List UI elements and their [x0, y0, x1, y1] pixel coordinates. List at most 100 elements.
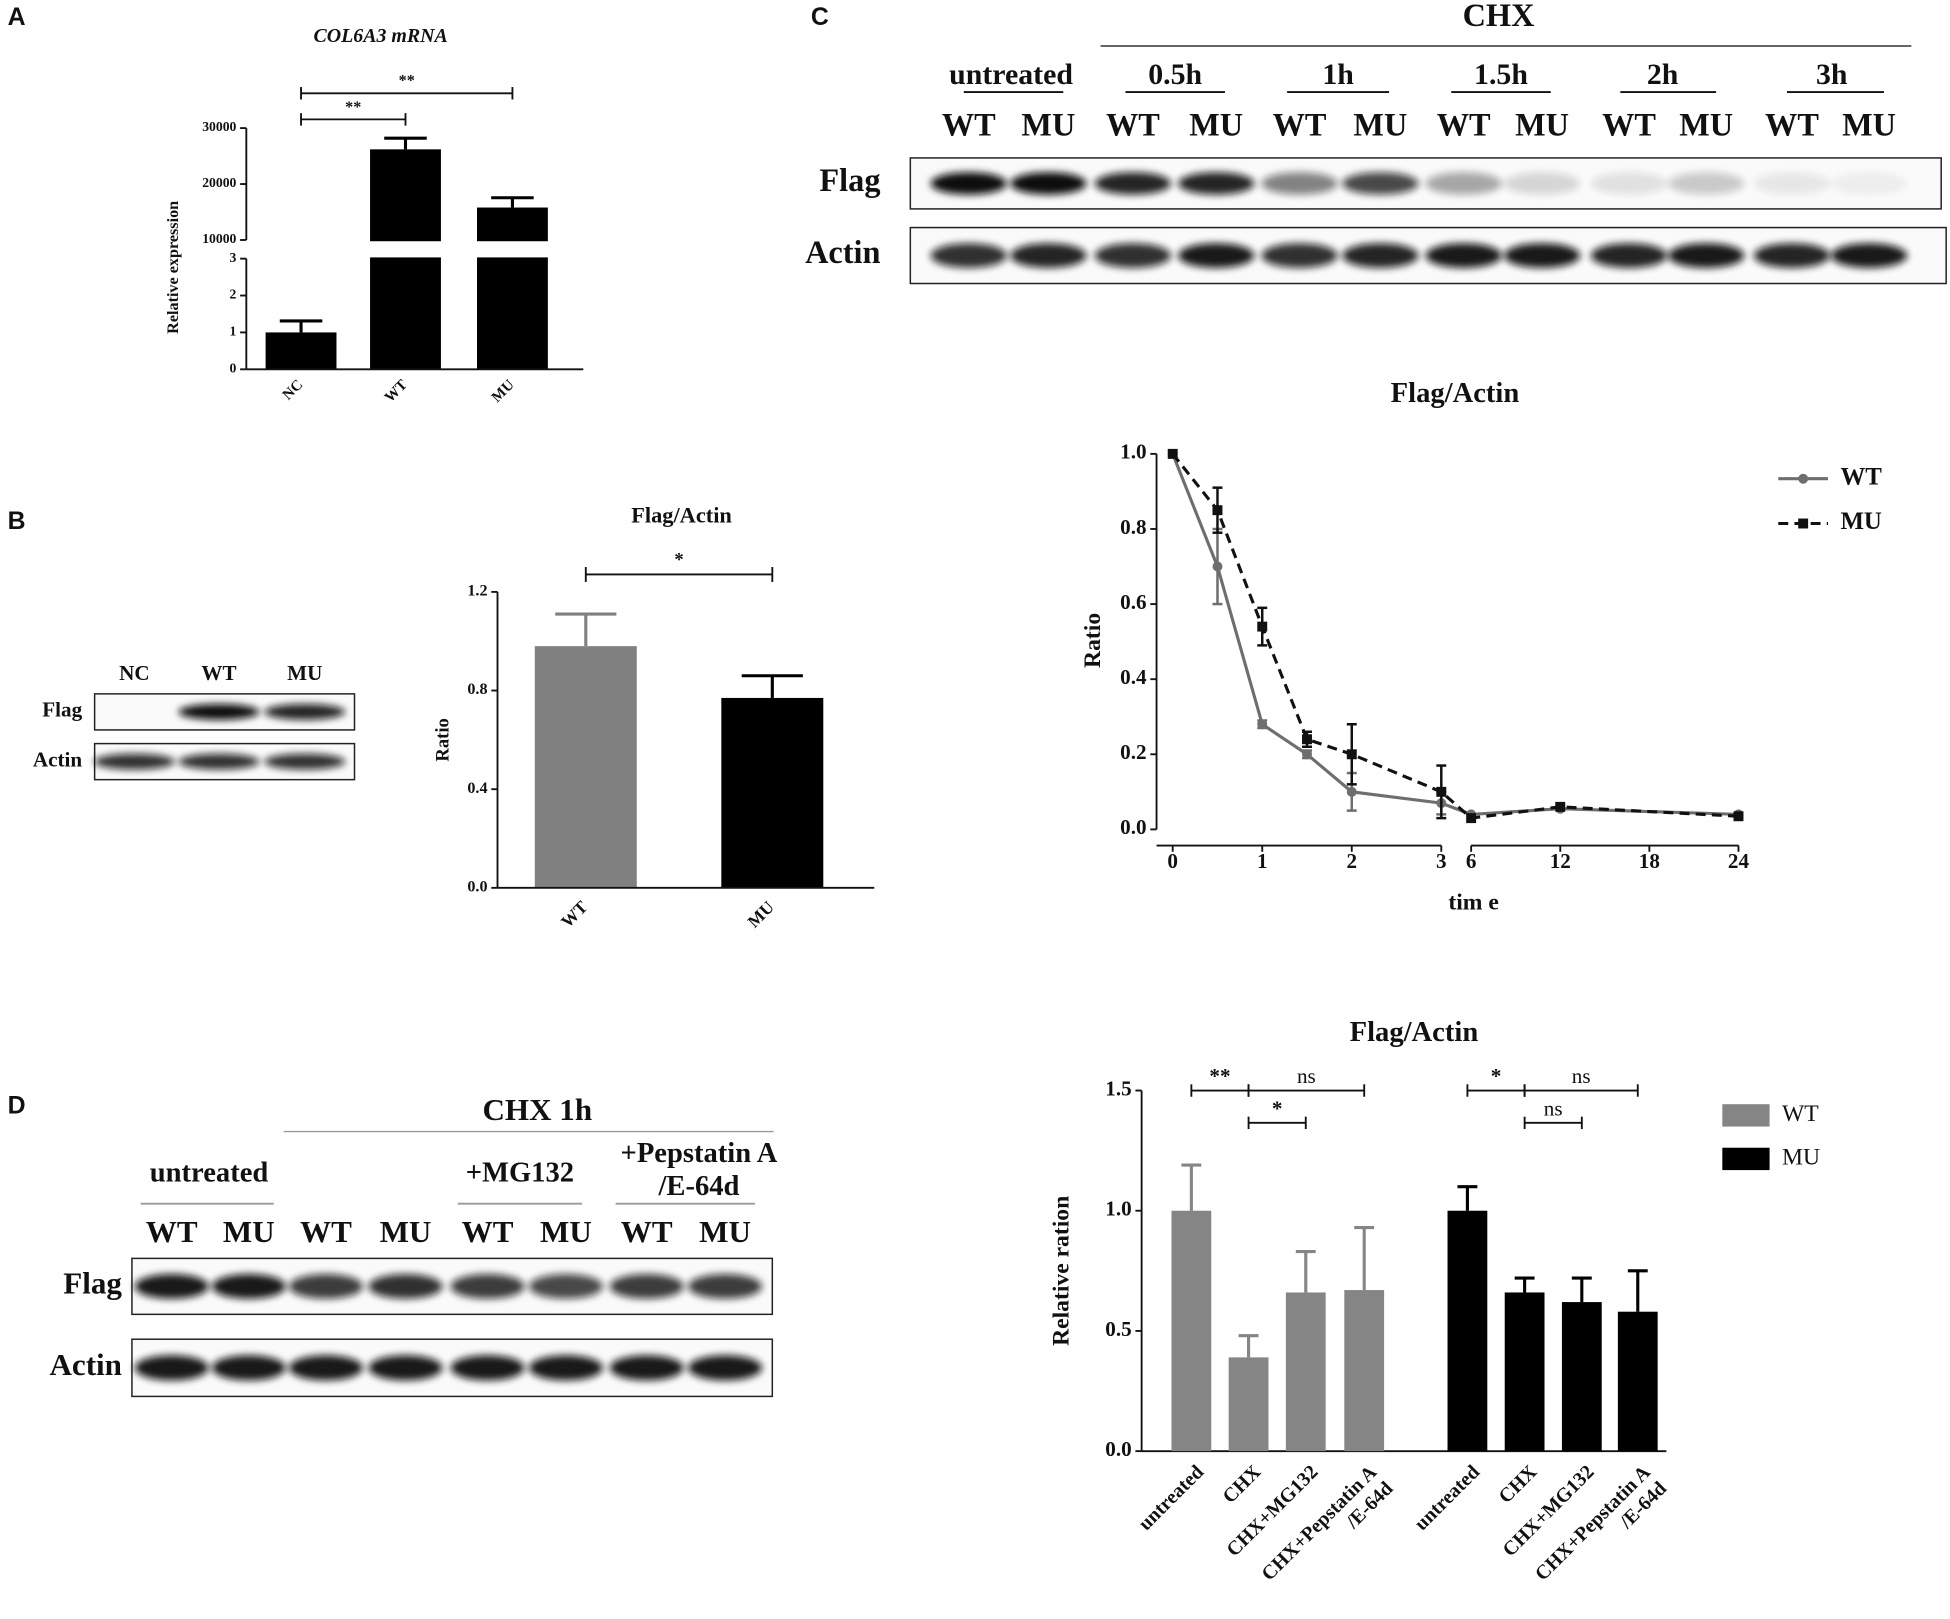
blot-band [688, 1274, 763, 1299]
y-tick-label: 0.0 [1105, 1437, 1131, 1461]
bar [534, 646, 637, 888]
y-tick-label: 20000 [202, 175, 236, 190]
y-tick-label: 1.5 [1105, 1076, 1131, 1100]
chart-title: Flag/Actin [1350, 1017, 1479, 1048]
x-tick-label: CHX+Pepstatin A/E-64d [1257, 1461, 1398, 1602]
bar [370, 149, 441, 370]
lane-label: NC [119, 661, 150, 685]
panel-label: B [8, 507, 26, 535]
group-label: +Pepstatin A/E-64d [621, 1138, 778, 1202]
y-tick-label: 0.8 [467, 681, 487, 698]
blot-band [288, 1355, 363, 1381]
x-tick-label: NC [280, 377, 307, 404]
point [1257, 719, 1268, 730]
group-label: +MG132 [466, 1158, 574, 1189]
lane-label: MU [1021, 106, 1075, 142]
significance-label: ** [399, 73, 415, 90]
blot-band [368, 1274, 443, 1299]
point [1466, 813, 1477, 824]
significance-label: * [1491, 1064, 1502, 1088]
y-tick-label: 1 [230, 324, 237, 339]
y-tick-label: 2 [230, 287, 237, 302]
blot-band [178, 753, 260, 770]
row-label: Actin [49, 1347, 122, 1382]
point [1555, 801, 1566, 812]
blot-band [1667, 243, 1745, 268]
y-tick-label: 0.0 [467, 879, 487, 896]
x-tick-label: 1 [1257, 849, 1268, 873]
error-bar [1514, 1276, 1535, 1293]
group-label: 1h [1322, 58, 1354, 91]
bar [721, 697, 824, 888]
row-label: Actin [33, 747, 83, 771]
error-bar [1627, 1269, 1648, 1312]
group-label: 0.5h [1148, 58, 1202, 91]
significance-label: ** [1209, 1064, 1230, 1088]
header-label: CHX [1463, 0, 1535, 33]
row-label: Flag [819, 162, 880, 198]
bar [1447, 1210, 1488, 1452]
x-tick-label: MU [489, 377, 518, 406]
y-tick-label: 0.2 [1120, 740, 1146, 764]
x-tick-label: 12 [1550, 849, 1571, 873]
blot-band [368, 1355, 443, 1381]
blot-band [1342, 172, 1419, 195]
y-axis-label: Ratio [432, 718, 453, 761]
lane-label: MU [1515, 106, 1569, 142]
legend-marker [1798, 473, 1809, 484]
point [1733, 811, 1744, 822]
point [1302, 749, 1312, 760]
blot-band [1667, 172, 1745, 195]
bar [1285, 1292, 1326, 1452]
error-bar [741, 674, 803, 698]
x-tick-label: 24 [1728, 849, 1750, 873]
panel-label: C [811, 3, 829, 31]
y-tick-label: 0 [230, 360, 237, 375]
x-tick-label: MU [743, 896, 778, 931]
x-tick-label: 18 [1639, 849, 1660, 873]
blot-band [1178, 172, 1255, 195]
x-tick-label: 3 [1436, 849, 1447, 873]
series-line [1171, 453, 1739, 816]
x-axis-label: tim e [1448, 889, 1498, 915]
blot-band [1753, 243, 1831, 268]
blot-band [930, 172, 1007, 195]
lane-label: MU [1353, 106, 1407, 142]
blot-band [1094, 243, 1172, 268]
lane-label: MU [380, 1214, 432, 1249]
error-bar [1354, 1226, 1375, 1291]
significance-label: ns [1572, 1064, 1591, 1088]
blot-band [288, 1274, 363, 1299]
chart-title: COL6A3 mRNA [314, 25, 448, 47]
blot-band [211, 1274, 286, 1299]
error-bar [1238, 1334, 1259, 1358]
bar [1504, 1292, 1545, 1452]
panel-label: A [8, 3, 26, 31]
x-tick-label: WT [557, 896, 592, 931]
legend-label: MU [1782, 1144, 1820, 1170]
y-axis-label: Ratio [1080, 613, 1106, 668]
blot-band [1425, 172, 1502, 195]
x-tick-label: untreated [1134, 1461, 1208, 1535]
blot-band [93, 753, 176, 770]
point [1346, 749, 1357, 760]
bar [1228, 1357, 1269, 1452]
x-tick-label: untreated [1410, 1461, 1484, 1535]
blot-band [930, 243, 1007, 268]
error-bar [1295, 1250, 1316, 1293]
blot-band [450, 1355, 525, 1381]
lane-label: WT [1273, 106, 1327, 142]
x-tick-label: 6 [1466, 849, 1477, 873]
error-bar [1571, 1276, 1592, 1303]
group-label: untreated [150, 1158, 269, 1189]
blot-band [1830, 243, 1908, 268]
lane-label: WT [462, 1214, 514, 1249]
blot-band [134, 1355, 209, 1381]
legend-label: MU [1840, 508, 1881, 535]
header-label: CHX 1h [482, 1092, 592, 1127]
y-tick-label: 10000 [202, 231, 236, 246]
y-tick-label: 0.0 [1120, 815, 1146, 839]
lane-label: MU [1189, 106, 1243, 142]
y-tick-label: 3 [230, 250, 237, 265]
significance-label: ** [345, 99, 361, 116]
